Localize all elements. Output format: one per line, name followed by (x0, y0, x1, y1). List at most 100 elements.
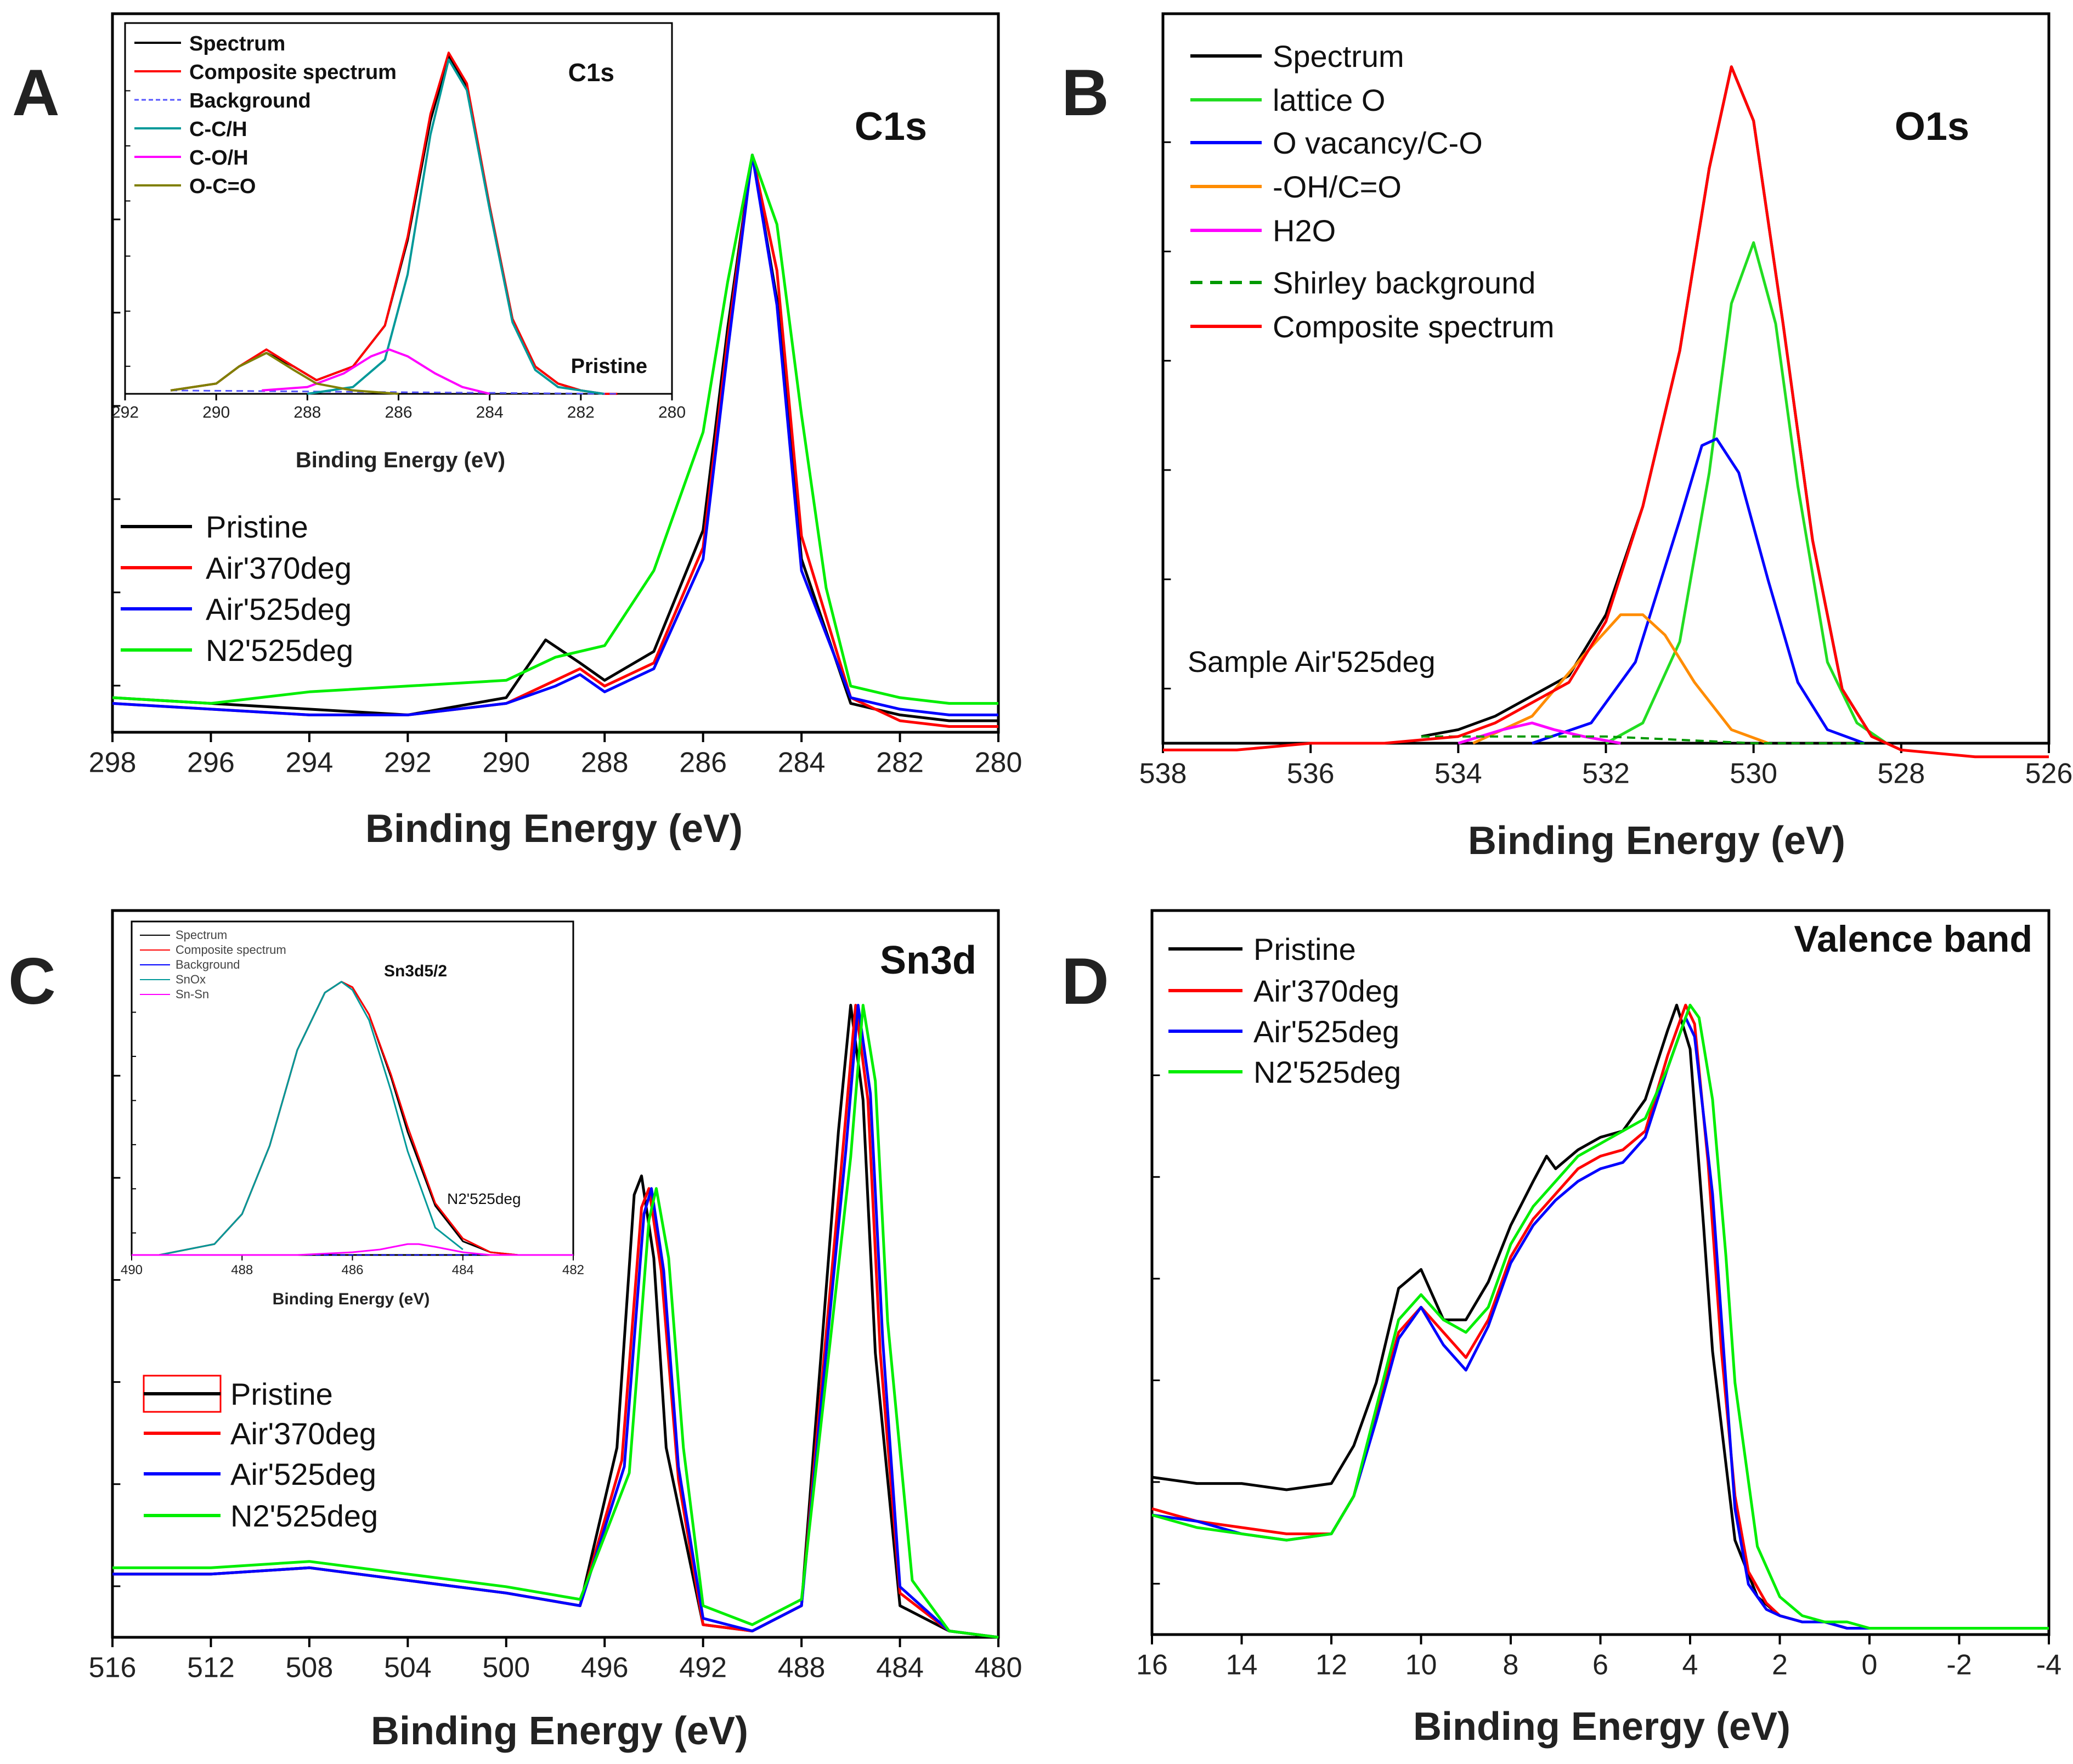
panel-b-x-axis: 538 536 534 532 530 528 526 (1139, 141, 2073, 790)
panel-c-letter: C (8, 945, 56, 1018)
panel-c-plot-area (112, 1004, 999, 1639)
x-tick-label: 500 (482, 1652, 530, 1684)
x-tick-label: 288 (293, 404, 321, 422)
panel-d-legend: Pristine Air'370deg Air'525deg N2'525deg (1168, 932, 1401, 1089)
inset-legend-label-spectrum: Spectrum (176, 928, 227, 942)
x-tick-label: 286 (679, 747, 727, 779)
x-tick-label: 280 (658, 404, 686, 422)
x-tick-label: 532 (1582, 758, 1630, 790)
series-line-composite-spectrum (1163, 65, 2049, 759)
inset-c-sample-label: N2'525deg (447, 1190, 521, 1207)
x-tick-label: 282 (876, 747, 924, 779)
series-line-sn-sn (132, 1243, 573, 1256)
x-tick-label: 2 (1772, 1649, 1788, 1681)
panel-b-x-axis-label: Binding Energy (eV) (1468, 819, 1845, 863)
panel-a-x-axis: 298 296 294 292 290 288 286 284 282 280 (89, 218, 1022, 779)
x-tick-label: 488 (778, 1652, 826, 1684)
panel-a-legend: Pristine Air'370deg Air'525deg N2'525deg (121, 510, 353, 668)
inset-a-sample-label: Pristine (571, 355, 647, 378)
panel-d: D 16 14 12 10 8 6 4 2 0 -2 -4 Binding Energy (eV) … (1061, 909, 2061, 1749)
x-tick-label: 490 (121, 1263, 143, 1277)
series-line-c-o-h (262, 348, 490, 395)
panel-c-frame (111, 909, 1000, 1639)
panel-c-inset: 490 488 486 484 482 Binding Energy (eV) Sn3d… (121, 916, 584, 1308)
x-tick-label: 508 (286, 1652, 334, 1684)
x-tick-label: 288 (581, 747, 629, 779)
panel-c-legend: Pristine Air'370deg Air'525deg N2'525deg (143, 1375, 378, 1533)
legend-label-pristine: Pristine (206, 510, 308, 544)
inset-c-backdrop (123, 916, 579, 1284)
panel-d-x-axis-label: Binding Energy (eV) (1413, 1705, 1790, 1749)
x-tick-label: 526 (2025, 758, 2073, 790)
x-tick-label: 284 (476, 404, 504, 422)
x-tick-label: 484 (876, 1652, 924, 1684)
inset-c-legend: Spectrum Composite spectrum Background S… (140, 928, 286, 1001)
x-tick-label: 528 (1877, 758, 1925, 790)
panel-c-x-axis: 516 512 508 504 500 496 492 488 484 480 (89, 1075, 1023, 1684)
x-tick-label: 482 (562, 1263, 584, 1277)
x-tick-label: 10 (1405, 1649, 1437, 1681)
series-line-oh-c-o (1472, 613, 1769, 745)
x-tick-label: 8 (1503, 1649, 1519, 1681)
panel-a-letter: A (12, 56, 60, 129)
legend-label-lattice-o: lattice O (1273, 83, 1385, 117)
legend-label-n2-525: N2'525deg (1253, 1055, 1401, 1089)
inset-legend-label-background: Background (189, 89, 311, 112)
inset-a-x-axis-label: Binding Energy (eV) (296, 448, 505, 472)
series-line-shirley-background (1421, 735, 1865, 744)
panel-c-x-axis-label: Binding Energy (eV) (371, 1709, 748, 1753)
panel-b-title: O1s (1895, 105, 1969, 149)
inset-legend-label-spectrum: Spectrum (189, 32, 285, 55)
panel-a-frame (111, 12, 1000, 734)
x-tick-label: 484 (452, 1263, 474, 1277)
x-tick-label: 12 (1315, 1649, 1347, 1681)
inset-a-x-axis: 292 290 288 286 284 282 280 (111, 90, 686, 422)
legend-label-pristine: Pristine (1253, 932, 1356, 966)
legend-label-air525: Air'525deg (206, 592, 352, 626)
x-tick-label: 292 (111, 404, 139, 422)
x-tick-label: 4 (1682, 1649, 1698, 1681)
x-tick-label: -2 (1946, 1649, 1972, 1681)
panel-d-x-axis: 16 14 12 10 8 6 4 2 0 -2 -4 (1136, 1074, 2061, 1681)
x-tick-label: 296 (187, 747, 235, 779)
panel-c-title: Sn3d (880, 938, 976, 982)
inset-a-title: C1s (568, 58, 614, 87)
panel-a-x-axis-label: Binding Energy (eV) (365, 807, 743, 851)
x-tick-label: 292 (384, 747, 432, 779)
x-tick-label: 6 (1592, 1649, 1608, 1681)
x-tick-label: 486 (341, 1263, 363, 1277)
x-tick-label: 14 (1226, 1649, 1258, 1681)
inset-a-legend: Spectrum Composite spectrum Background C… (134, 32, 397, 198)
inset-c-x-axis: 490 488 486 484 482 (121, 1011, 584, 1277)
series-line-lattice-o (1605, 241, 1888, 745)
inset-legend-label-background: Background (176, 958, 240, 971)
panel-a-plot-area (112, 154, 998, 728)
x-tick-label: 534 (1434, 758, 1482, 790)
inset-c-title: Sn3d5/2 (384, 962, 447, 980)
x-tick-label: 298 (89, 747, 137, 779)
panel-b-plot-area (1163, 65, 2049, 759)
legend-label-air370: Air'370deg (230, 1416, 376, 1451)
inset-a-backdrop (123, 22, 672, 395)
x-tick-label: 286 (385, 404, 412, 422)
series-line-o-vacancy-c-o (1532, 437, 1865, 745)
legend-label-composite: Composite spectrum (1273, 309, 1555, 344)
x-tick-label: 488 (231, 1263, 253, 1277)
panel-b-legend: Spectrum lattice O O vacancy/C-O -OH/C=O… (1190, 39, 1555, 344)
panel-b-sample-label: Sample Air'525deg (1188, 646, 1436, 679)
x-tick-label: 290 (482, 747, 530, 779)
legend-label-oh: -OH/C=O (1273, 169, 1402, 204)
inset-legend-label-sn-sn: Sn-Sn (176, 987, 209, 1001)
legend-label-air525: Air'525deg (1253, 1014, 1399, 1049)
series-line-c-c-h (307, 58, 604, 395)
inset-legend-label-co: C-O/H (189, 146, 248, 169)
inset-a-plot-area (170, 52, 618, 395)
panel-a-title: C1s (855, 105, 927, 149)
series-line-h2o (1458, 721, 1621, 745)
series-line-snox (159, 981, 464, 1256)
series-line-composite-spectrum (170, 52, 618, 395)
series-line-o-c-o (170, 352, 399, 395)
x-tick-label: 480 (975, 1652, 1023, 1684)
x-tick-label: 538 (1139, 758, 1187, 790)
